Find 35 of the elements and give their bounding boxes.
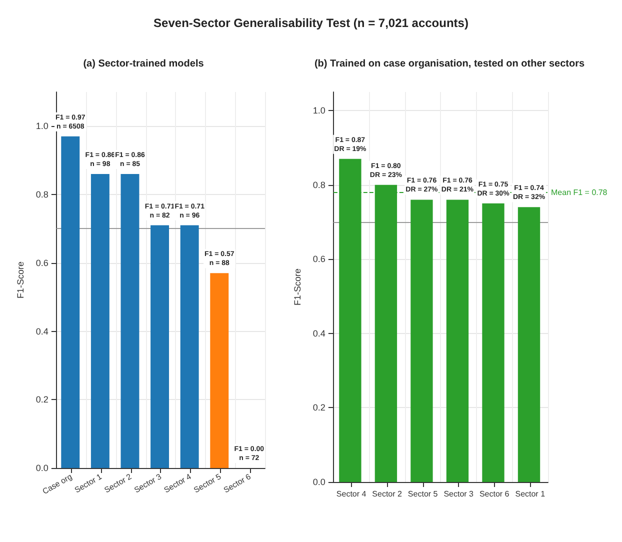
bar: [210, 273, 229, 468]
x-tick-label: Sector 3: [444, 490, 474, 498]
bar: [150, 225, 170, 468]
bar: [180, 225, 199, 468]
text: Seven-Sector Generalisability Test (n = 7,021 accounts): [152, 15, 470, 32]
y-axis-title: F1-Score: [16, 261, 26, 299]
bar: [120, 174, 140, 468]
chart-subtitle: (a) Sector-trained models: [83, 58, 204, 70]
y-tick-label: 1.0: [312, 106, 326, 116]
ref-line-label: Mean F1 = 0.78: [551, 188, 608, 197]
y-tick-label: 0.2: [36, 394, 48, 405]
y-tick-label: 1.0: [36, 121, 48, 132]
y-tick-label: 0.0: [36, 463, 48, 473]
bar: [446, 200, 469, 482]
x-tick-label: Sector 6: [479, 490, 510, 498]
bar: [410, 200, 433, 482]
bar: [90, 174, 110, 468]
bar: [518, 207, 540, 482]
y-axis-title: F1-Score: [292, 268, 302, 306]
chart-subtitle: (b) Trained on case organisation, tested on other sectors: [314, 58, 585, 70]
x-tick-label: Case org: [40, 472, 74, 496]
y-tick-label: 0.6: [312, 254, 326, 264]
x-tick-label: Sector 5: [408, 490, 438, 498]
y-tick-label: 0.4: [36, 326, 48, 336]
x-tick-label: Sector 4: [336, 490, 367, 498]
x-tick-label: Sector 1: [515, 490, 546, 498]
x-tick-label: Sector 2: [372, 490, 403, 498]
bar: [61, 136, 80, 468]
bar: [482, 203, 504, 482]
y-tick-label: 0.0: [312, 477, 326, 487]
y-tick-label: 0.8: [36, 190, 48, 200]
y-tick-label: 0.2: [312, 402, 326, 413]
y-tick-label: 0.8: [312, 180, 326, 190]
y-tick-label: 0.4: [312, 328, 326, 338]
y-tick-label: 0.6: [36, 258, 48, 268]
